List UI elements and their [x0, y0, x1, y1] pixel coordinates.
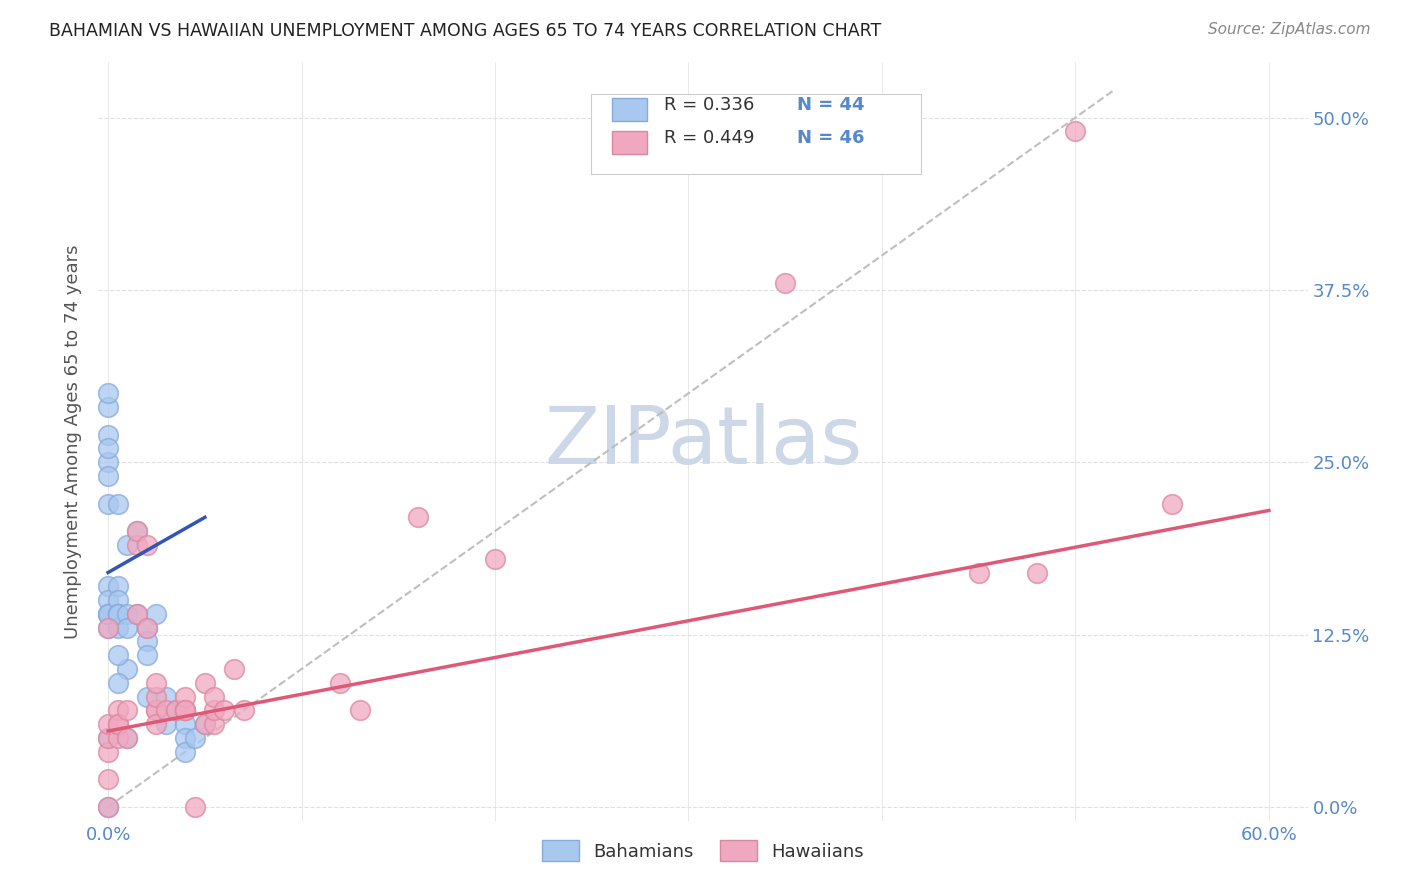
Point — [107, 621, 129, 635]
Point — [406, 510, 429, 524]
Point — [107, 607, 129, 621]
Point — [97, 800, 120, 814]
Point — [117, 538, 139, 552]
Point — [174, 731, 197, 745]
Point — [145, 690, 167, 704]
Point — [97, 621, 120, 635]
Point — [155, 690, 177, 704]
Point — [174, 745, 197, 759]
Point — [204, 717, 226, 731]
Text: R = 0.449: R = 0.449 — [664, 129, 754, 147]
Point — [484, 551, 506, 566]
Point — [117, 607, 139, 621]
Point — [194, 717, 217, 731]
Point — [145, 607, 167, 621]
Point — [1025, 566, 1047, 580]
Text: R = 0.336: R = 0.336 — [664, 96, 754, 114]
Point — [97, 621, 120, 635]
Point — [1161, 497, 1184, 511]
Point — [145, 703, 167, 717]
Point — [97, 772, 120, 787]
Point — [184, 731, 207, 745]
Point — [212, 703, 235, 717]
Point — [967, 566, 990, 580]
Point — [127, 607, 149, 621]
Text: N = 46: N = 46 — [797, 129, 865, 147]
Point — [97, 427, 120, 442]
Point — [204, 703, 226, 717]
Text: N = 44: N = 44 — [797, 96, 865, 114]
Point — [135, 690, 157, 704]
Point — [135, 634, 157, 648]
Point — [184, 800, 207, 814]
Point — [97, 497, 120, 511]
Point — [107, 675, 129, 690]
Point — [97, 400, 120, 414]
Point — [127, 538, 149, 552]
Point — [349, 703, 371, 717]
Point — [145, 717, 167, 731]
Point — [1064, 124, 1087, 138]
Point — [222, 662, 245, 676]
Point — [174, 703, 197, 717]
Point — [97, 607, 120, 621]
Text: Source: ZipAtlas.com: Source: ZipAtlas.com — [1208, 22, 1371, 37]
Point — [107, 497, 129, 511]
Point — [135, 648, 157, 663]
Point — [97, 386, 120, 401]
Point — [155, 703, 177, 717]
Point — [97, 607, 120, 621]
Point — [107, 703, 129, 717]
Point — [174, 690, 197, 704]
Point — [155, 717, 177, 731]
Point — [107, 717, 129, 731]
Point — [232, 703, 254, 717]
Point — [97, 745, 120, 759]
Point — [97, 800, 120, 814]
Legend: Bahamians, Hawaiians: Bahamians, Hawaiians — [536, 833, 870, 869]
Point — [145, 675, 167, 690]
Point — [97, 731, 120, 745]
Text: ZIPatlas: ZIPatlas — [544, 402, 862, 481]
Point — [127, 524, 149, 538]
Point — [127, 607, 149, 621]
Point — [97, 442, 120, 456]
Y-axis label: Unemployment Among Ages 65 to 74 years: Unemployment Among Ages 65 to 74 years — [65, 244, 83, 639]
Point — [135, 621, 157, 635]
Point — [107, 731, 129, 745]
Point — [97, 593, 120, 607]
Point — [97, 579, 120, 593]
Point — [135, 621, 157, 635]
Point — [117, 731, 139, 745]
Point — [107, 717, 129, 731]
Point — [107, 579, 129, 593]
Point — [773, 276, 796, 290]
Point — [165, 703, 187, 717]
Point — [127, 524, 149, 538]
Text: BAHAMIAN VS HAWAIIAN UNEMPLOYMENT AMONG AGES 65 TO 74 YEARS CORRELATION CHART: BAHAMIAN VS HAWAIIAN UNEMPLOYMENT AMONG … — [49, 22, 882, 40]
Point — [174, 703, 197, 717]
Point — [97, 469, 120, 483]
Point — [97, 455, 120, 469]
Point — [174, 717, 197, 731]
Point — [204, 690, 226, 704]
Point — [107, 607, 129, 621]
Point — [194, 675, 217, 690]
Point — [329, 675, 352, 690]
Point — [97, 731, 120, 745]
Point — [165, 703, 187, 717]
Point — [194, 717, 217, 731]
Point — [135, 538, 157, 552]
Point — [174, 703, 197, 717]
Point — [117, 731, 139, 745]
Point — [97, 717, 120, 731]
Point — [145, 703, 167, 717]
Point — [117, 703, 139, 717]
Point — [97, 607, 120, 621]
Point — [117, 621, 139, 635]
Point — [107, 648, 129, 663]
Point — [117, 662, 139, 676]
Point — [107, 593, 129, 607]
Point — [107, 607, 129, 621]
